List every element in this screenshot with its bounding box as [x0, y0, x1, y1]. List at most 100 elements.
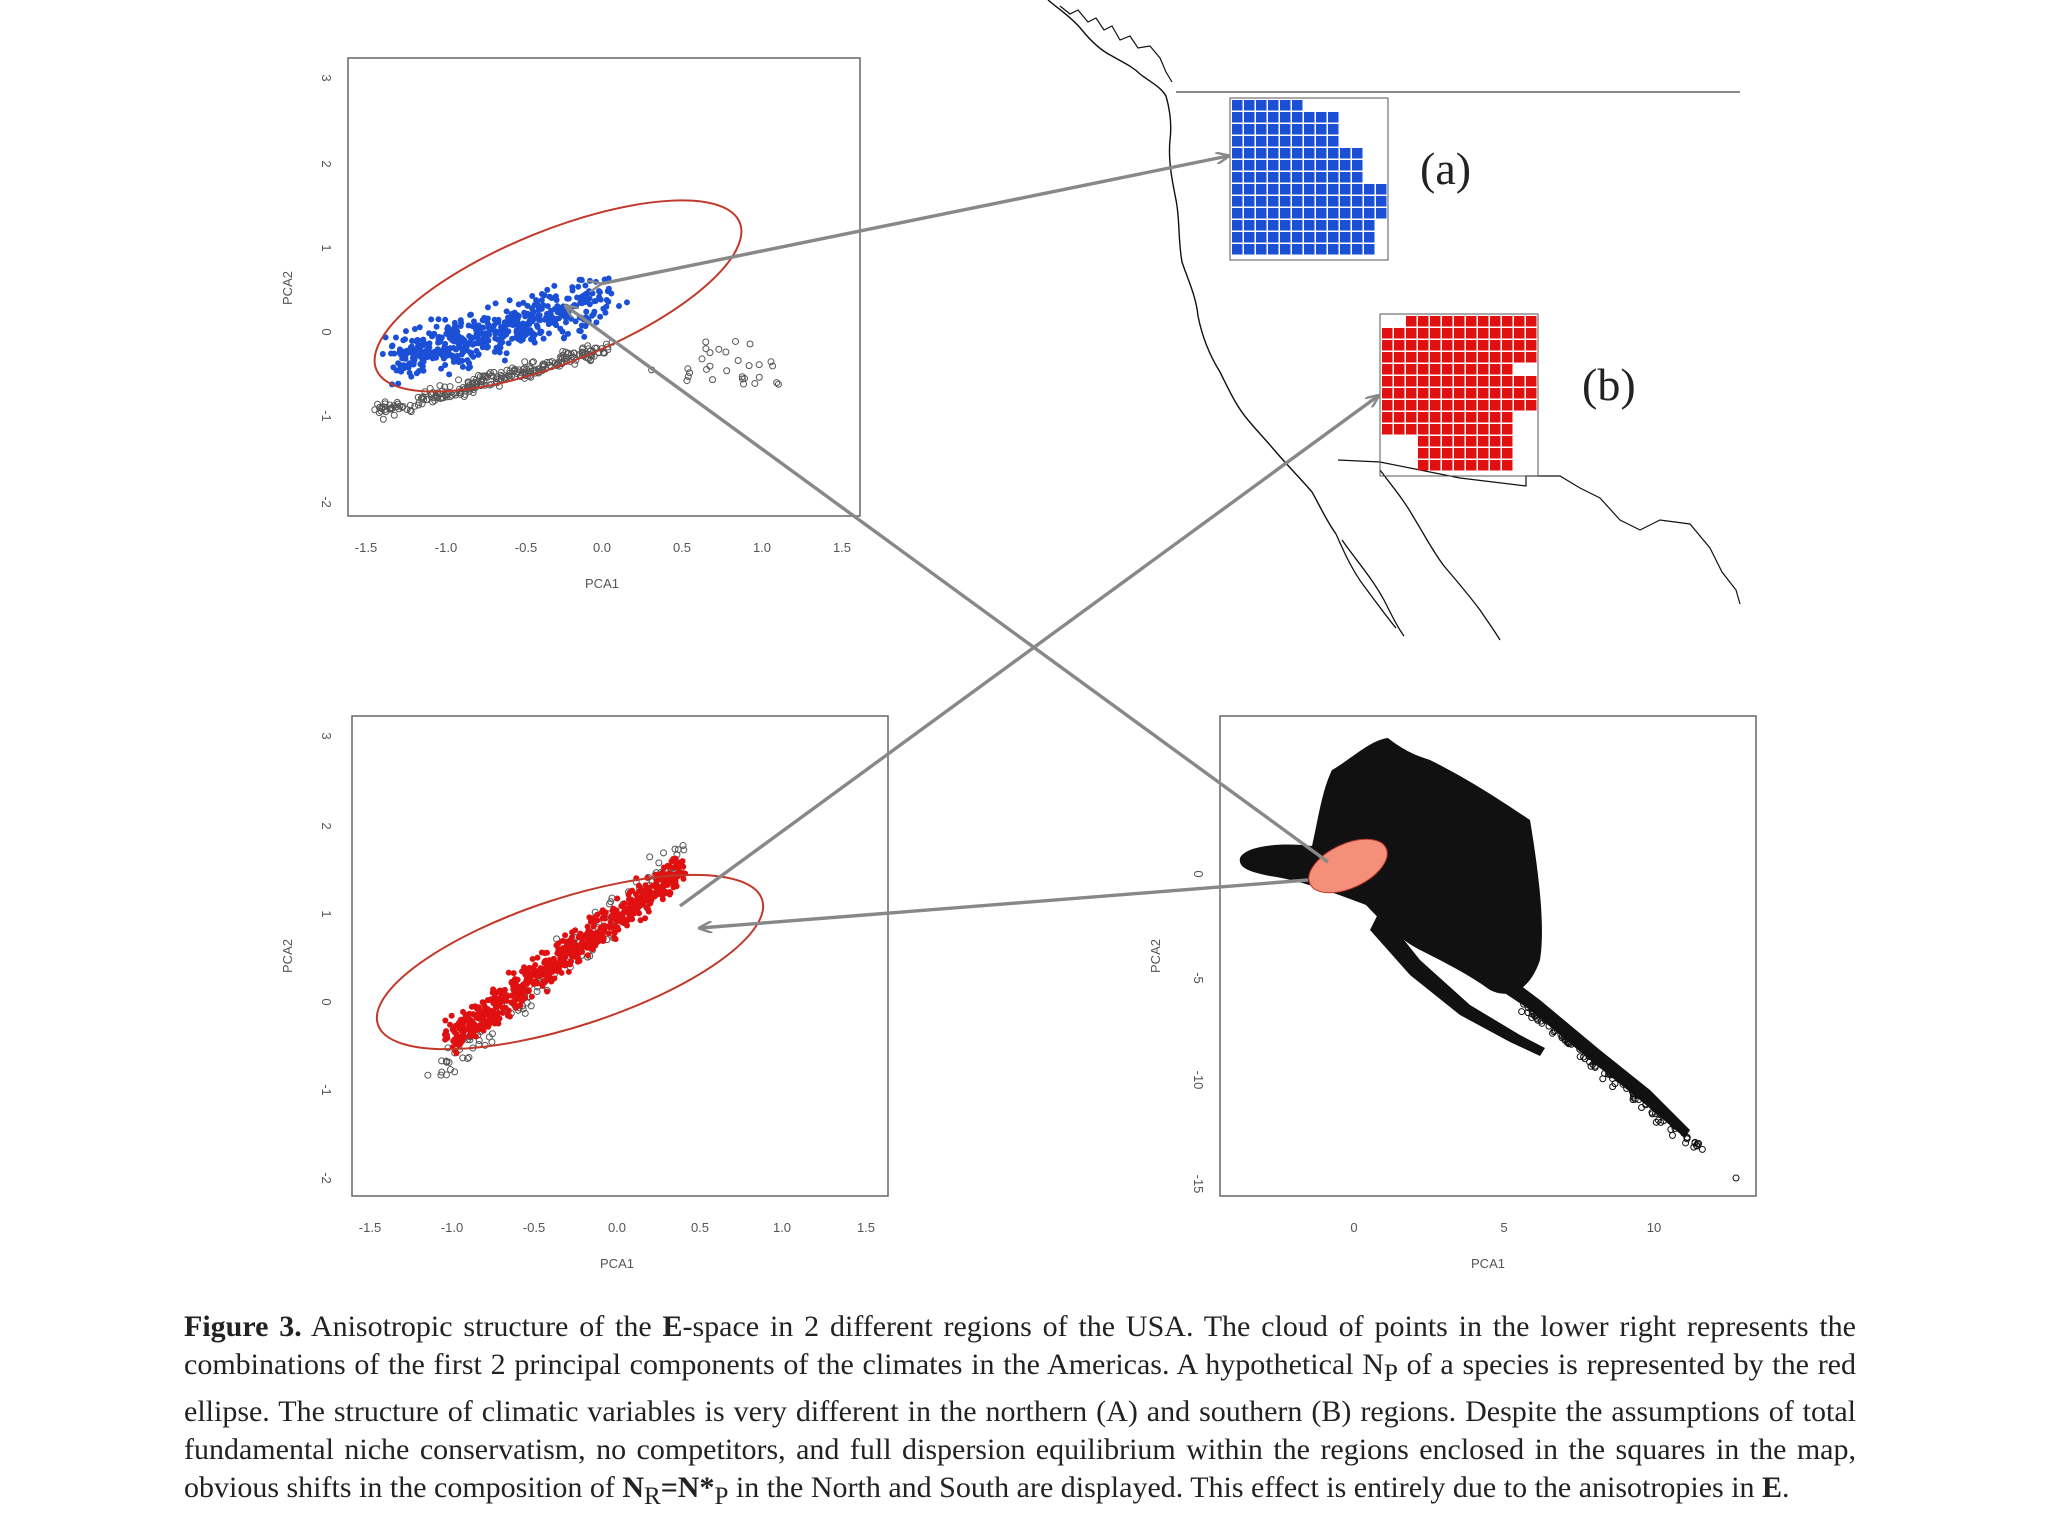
arrow-to-region-a	[600, 156, 1228, 284]
grid-cell	[1406, 364, 1417, 375]
scatter-point-south	[599, 933, 606, 940]
grid-cell	[1478, 460, 1489, 471]
scatter-point-south	[489, 989, 496, 996]
scatter-point	[1698, 1145, 1706, 1153]
grid-cell	[1244, 160, 1255, 171]
grid-cell	[1490, 364, 1501, 375]
grid-cell	[1442, 424, 1453, 435]
scatter-point-north	[492, 300, 499, 307]
grid-cell	[1292, 220, 1303, 231]
grid-cell	[1454, 400, 1465, 411]
scatter-point-south	[495, 988, 502, 995]
grid-cell	[1268, 148, 1279, 159]
x-axis-label: PCA1	[600, 1256, 634, 1271]
y-tick-label: -1	[319, 410, 334, 422]
grid-cell	[1454, 328, 1465, 339]
grid-cell	[1394, 412, 1405, 423]
scatter-point-north	[581, 333, 588, 340]
grid-cell	[1280, 208, 1291, 219]
grid-cell	[1514, 376, 1525, 387]
us-mexico-border	[1337, 459, 1741, 605]
scatter-point	[722, 348, 730, 356]
scatter-point-north	[536, 312, 543, 319]
grid-cell	[1244, 148, 1255, 159]
scatter-point-north	[464, 357, 471, 364]
scatter-point-north	[534, 324, 541, 331]
scatter-point-south	[590, 923, 597, 930]
scatter-point-north	[467, 311, 474, 318]
grid-cell	[1478, 316, 1489, 327]
grid-cell	[1268, 112, 1279, 123]
grid-cell	[1232, 100, 1243, 111]
scatter-point	[1669, 1117, 1677, 1125]
scatter-point	[1550, 1028, 1558, 1036]
grid-cell	[1352, 232, 1363, 243]
scatter-point-north	[459, 363, 466, 370]
grid-cell	[1244, 244, 1255, 255]
scatter-point-south	[642, 915, 649, 922]
x-axis-label: PCA1	[585, 576, 619, 591]
scatter-point-south	[594, 911, 601, 918]
scatter-point	[660, 849, 668, 857]
x-tick-label: -1.5	[355, 540, 377, 555]
grid-cell	[1442, 316, 1453, 327]
scatter-point	[1619, 1080, 1627, 1088]
scatter-point-north	[593, 319, 600, 326]
scatter-point-north	[408, 373, 415, 380]
scatter-point-north	[572, 303, 579, 310]
grid-cell	[1514, 388, 1525, 399]
scatter-point-north	[395, 360, 402, 367]
scatter-point-south	[630, 910, 637, 917]
scatter-point	[381, 398, 389, 406]
caption-subscript: P	[714, 1483, 729, 1510]
scatter-point	[1599, 1075, 1607, 1083]
scatter-point-south	[460, 1030, 467, 1037]
scatter-point-south	[544, 971, 551, 978]
grid-cell	[1418, 388, 1429, 399]
scatter-point-south	[534, 954, 541, 961]
scatter-point	[773, 379, 781, 387]
grid-cell	[1442, 328, 1453, 339]
grid-cell	[1244, 196, 1255, 207]
scatter-point-south	[537, 965, 544, 972]
scatter-point-north	[446, 334, 453, 341]
grid-cell	[1454, 388, 1465, 399]
arrows	[566, 156, 1378, 928]
scatter-point-north	[459, 357, 466, 364]
grid-cell	[1268, 244, 1279, 255]
scatter-point	[442, 1058, 450, 1066]
scatter-point-north	[529, 292, 536, 299]
grid-cell	[1340, 244, 1351, 255]
scatter-point-north	[434, 346, 441, 353]
scatter-point-south	[667, 889, 674, 896]
grid-cell	[1454, 340, 1465, 351]
scatter-point-south	[522, 980, 529, 987]
x-tick-label: -0.5	[523, 1220, 545, 1235]
scatter-point-north	[475, 322, 482, 329]
panel-bottom-right: 0 5 10 -15 -10 -5 0 PCA1 PCA2	[1148, 715, 1757, 1271]
scatter-point-north	[483, 344, 490, 351]
scatter-point	[546, 358, 554, 366]
scatter-point-north	[518, 328, 525, 335]
x-tick-label: 0.5	[673, 540, 691, 555]
grid-cell	[1376, 184, 1387, 195]
grid-cell	[1268, 172, 1279, 183]
scatter-point-south	[529, 970, 536, 977]
scatter-point-north	[582, 282, 589, 289]
scatter-point-north	[435, 316, 442, 323]
scatter-point	[683, 377, 691, 385]
grid-cell	[1232, 160, 1243, 171]
scatter-point	[1628, 1088, 1636, 1096]
scatter-point	[1587, 1062, 1595, 1070]
scatter-point-south	[495, 1003, 502, 1010]
scatter-point	[686, 369, 694, 377]
scatter-point	[608, 894, 616, 902]
grid-cell	[1418, 328, 1429, 339]
scatter-point-north	[503, 308, 510, 315]
grid-cell	[1442, 376, 1453, 387]
scatter-point	[417, 394, 425, 402]
scatter-point	[1530, 1012, 1538, 1020]
grid-cell	[1304, 208, 1315, 219]
grid-cell	[1478, 424, 1489, 435]
grid-cell	[1418, 460, 1429, 471]
